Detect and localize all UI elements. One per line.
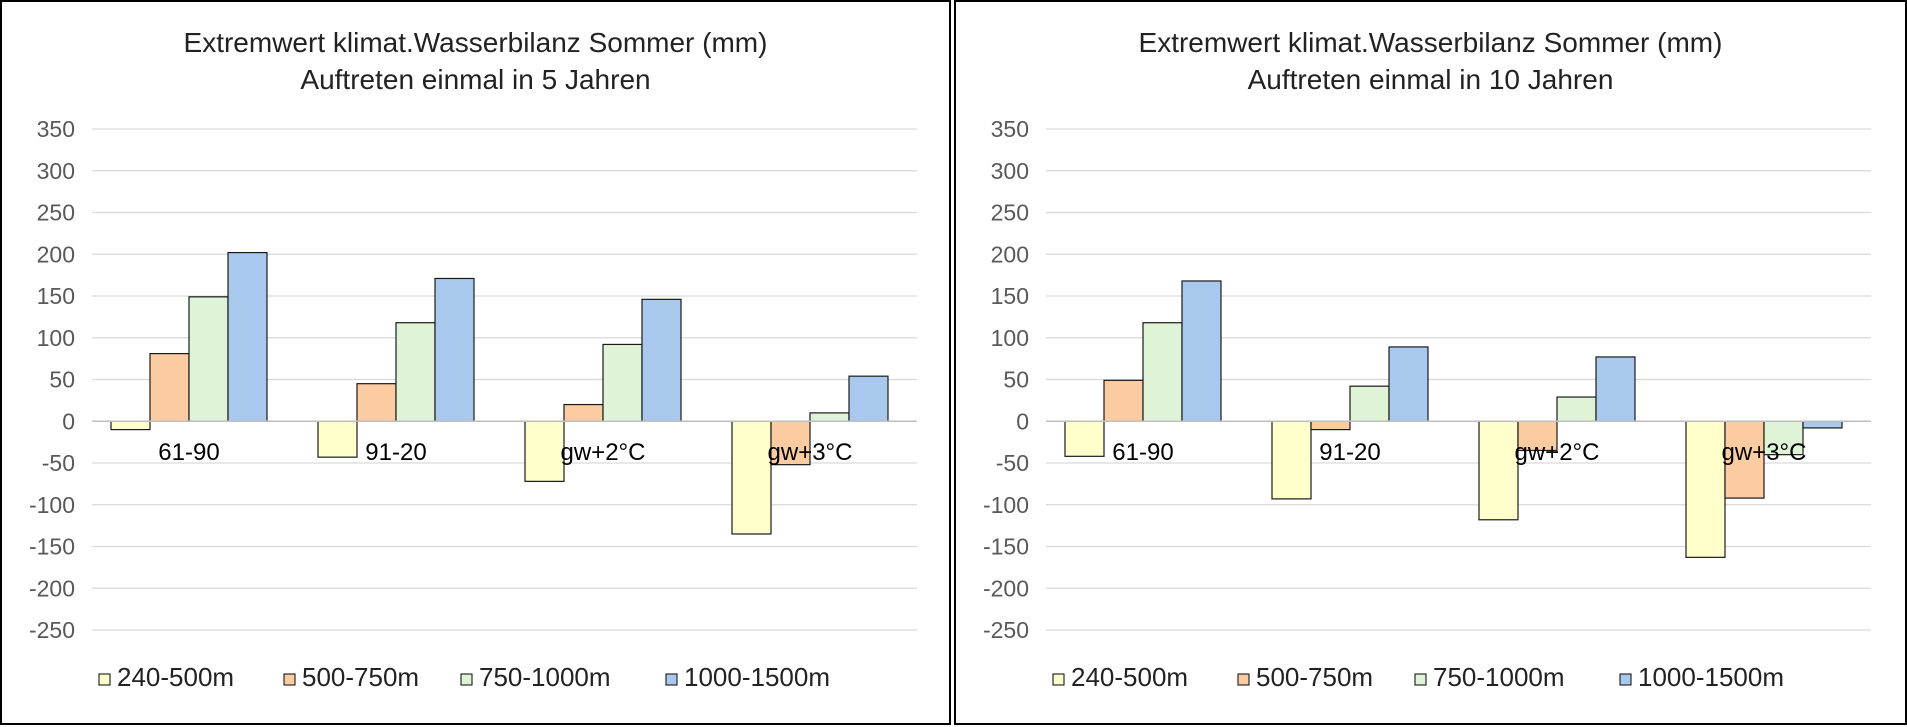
bar-240-500m-61-90 bbox=[110, 420, 151, 431]
bar-240-500m-91-20 bbox=[317, 420, 358, 458]
y-tick-label: 200 bbox=[991, 241, 1029, 267]
y-tick-label: 300 bbox=[37, 158, 75, 184]
legend-swatch bbox=[1052, 673, 1065, 686]
legend-label: 500-750m bbox=[1256, 662, 1373, 692]
category-label: gw+2°C bbox=[1515, 439, 1600, 466]
y-tick-label: -50 bbox=[42, 450, 75, 476]
chart-title: Extremwert klimat.Wasserbilanz Sommer (m… bbox=[184, 27, 768, 58]
y-tick-label: -50 bbox=[996, 450, 1029, 476]
bar-500-750m-91-20 bbox=[1310, 420, 1351, 431]
y-tick-label: 150 bbox=[991, 283, 1029, 309]
category-label: 61-90 bbox=[158, 439, 219, 466]
chart-10-years: Extremwert klimat.Wasserbilanz Sommer (m… bbox=[983, 27, 1871, 692]
y-tick-label: 350 bbox=[37, 116, 75, 142]
legend-swatch bbox=[1414, 673, 1427, 686]
legend-label: 1000-1500m bbox=[684, 662, 830, 692]
bar-1000-1500m-61-90 bbox=[227, 251, 268, 422]
legend-swatch bbox=[98, 673, 111, 686]
y-tick-label: -200 bbox=[29, 575, 75, 601]
bar-500-750m-gw+3°C bbox=[1724, 420, 1765, 499]
y-tick-label: -100 bbox=[29, 492, 75, 518]
bar-750-1000m-gw+3°C bbox=[809, 412, 850, 422]
y-tick-label: -100 bbox=[983, 492, 1029, 518]
bar-750-1000m-gw+2°C bbox=[1556, 396, 1597, 422]
bar-240-500m-gw+2°C bbox=[1478, 420, 1519, 521]
bar-750-1000m-gw+3°C bbox=[1763, 420, 1804, 456]
y-tick-label: -150 bbox=[29, 534, 75, 560]
y-tick-label: 250 bbox=[37, 200, 75, 226]
category-label: 61-90 bbox=[1112, 439, 1173, 466]
y-tick-label: 100 bbox=[991, 325, 1029, 351]
bar-500-750m-gw+2°C bbox=[1517, 420, 1558, 452]
legend-swatch bbox=[665, 673, 678, 686]
y-tick-label: 0 bbox=[62, 408, 75, 434]
bar-500-750m-gw+2°C bbox=[563, 403, 604, 422]
y-tick-label: -250 bbox=[29, 617, 75, 643]
legend-swatch bbox=[283, 673, 296, 686]
bar-240-500m-61-90 bbox=[1064, 420, 1105, 457]
chart-subtitle: Auftreten einmal in 10 Jahren bbox=[1248, 64, 1614, 95]
bar-750-1000m-gw+2°C bbox=[602, 343, 643, 422]
chart-5-years: Extremwert klimat.Wasserbilanz Sommer (m… bbox=[29, 27, 917, 692]
y-tick-label: 50 bbox=[49, 367, 75, 393]
category-label: 91-20 bbox=[1319, 439, 1380, 466]
legend-label: 750-1000m bbox=[479, 662, 611, 692]
bar-1000-1500m-91-20 bbox=[434, 277, 475, 422]
y-tick-label: -150 bbox=[983, 534, 1029, 560]
y-tick-label: 250 bbox=[991, 200, 1029, 226]
y-tick-label: 300 bbox=[991, 158, 1029, 184]
category-label: gw+3°C bbox=[1722, 439, 1807, 466]
y-tick-label: 200 bbox=[37, 241, 75, 267]
y-tick-label: -250 bbox=[983, 617, 1029, 643]
bar-500-750m-61-90 bbox=[1103, 379, 1144, 422]
legend-swatch bbox=[1619, 673, 1632, 686]
bar-500-750m-gw+3°C bbox=[770, 420, 811, 466]
bar-750-1000m-91-20 bbox=[1349, 385, 1390, 422]
legend-swatch bbox=[1237, 673, 1250, 686]
bar-1000-1500m-gw+2°C bbox=[641, 298, 682, 422]
chart-title: Extremwert klimat.Wasserbilanz Sommer (m… bbox=[1139, 27, 1723, 58]
y-tick-label: 350 bbox=[991, 116, 1029, 142]
bar-240-500m-gw+3°C bbox=[731, 420, 772, 535]
bar-1000-1500m-gw+3°C bbox=[1802, 420, 1843, 429]
legend-label: 240-500m bbox=[1071, 662, 1188, 692]
legend-label: 750-1000m bbox=[1433, 662, 1565, 692]
legend-label: 500-750m bbox=[302, 662, 419, 692]
bar-750-1000m-91-20 bbox=[395, 322, 436, 422]
bar-1000-1500m-gw+2°C bbox=[1595, 356, 1636, 422]
category-label: gw+2°C bbox=[561, 439, 646, 466]
y-tick-label: 100 bbox=[37, 325, 75, 351]
chart-subtitle: Auftreten einmal in 5 Jahren bbox=[300, 64, 650, 95]
bar-1000-1500m-61-90 bbox=[1181, 280, 1222, 422]
y-tick-label: 50 bbox=[1003, 367, 1029, 393]
bar-240-500m-91-20 bbox=[1271, 420, 1312, 500]
category-label: gw+3°C bbox=[768, 439, 853, 466]
bar-1000-1500m-91-20 bbox=[1388, 346, 1429, 422]
legend-swatch bbox=[460, 673, 473, 686]
bar-750-1000m-61-90 bbox=[1142, 322, 1183, 422]
bar-500-750m-61-90 bbox=[149, 353, 190, 422]
bar-240-500m-gw+3°C bbox=[1685, 420, 1726, 558]
chart-panel-10-years: Extremwert klimat.Wasserbilanz Sommer (m… bbox=[954, 0, 1907, 725]
bar-1000-1500m-gw+3°C bbox=[848, 375, 889, 422]
legend-label: 240-500m bbox=[117, 662, 234, 692]
bar-500-750m-91-20 bbox=[356, 383, 397, 422]
bar-750-1000m-61-90 bbox=[188, 296, 229, 422]
bar-240-500m-gw+2°C bbox=[524, 420, 565, 482]
y-tick-label: 150 bbox=[37, 283, 75, 309]
category-label: 91-20 bbox=[365, 439, 426, 466]
legend-label: 1000-1500m bbox=[1638, 662, 1784, 692]
y-tick-label: 0 bbox=[1016, 408, 1029, 434]
y-tick-label: -200 bbox=[983, 575, 1029, 601]
chart-panel-5-years: Extremwert klimat.Wasserbilanz Sommer (m… bbox=[0, 0, 951, 725]
